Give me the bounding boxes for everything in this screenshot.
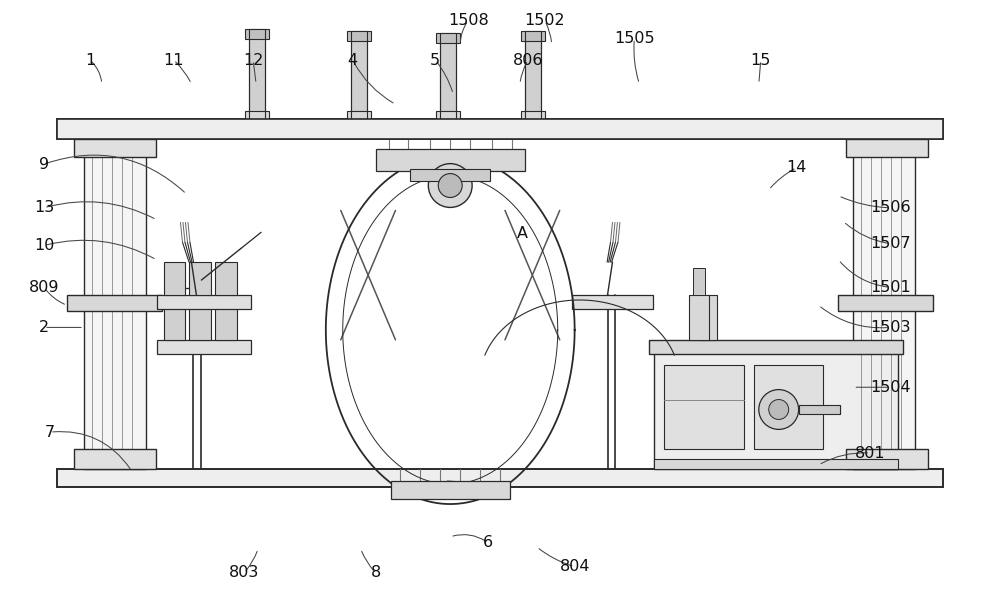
- Bar: [799, 404, 840, 415]
- Text: 1501: 1501: [870, 280, 911, 295]
- Circle shape: [428, 163, 472, 207]
- Text: 14: 14: [786, 160, 807, 175]
- Bar: [410, 169, 490, 180]
- Text: 13: 13: [34, 200, 54, 215]
- Bar: [67, 295, 162, 311]
- Text: 4: 4: [348, 52, 358, 67]
- Bar: [440, 33, 456, 119]
- Text: 8: 8: [370, 565, 381, 580]
- Text: 7: 7: [45, 425, 55, 439]
- Bar: [436, 111, 460, 119]
- Bar: [689, 295, 709, 340]
- Text: A: A: [516, 226, 527, 241]
- Bar: [245, 111, 269, 119]
- Bar: [572, 295, 653, 309]
- Text: 1507: 1507: [870, 236, 911, 251]
- Bar: [249, 29, 265, 119]
- Text: 6: 6: [483, 535, 493, 551]
- Bar: [347, 31, 371, 41]
- Text: 1504: 1504: [870, 380, 911, 395]
- Bar: [157, 295, 251, 309]
- Bar: [838, 295, 933, 311]
- Text: 1503: 1503: [870, 320, 910, 335]
- Bar: [654, 350, 898, 469]
- Bar: [693, 268, 705, 295]
- Text: 1: 1: [85, 52, 95, 67]
- Text: 1508: 1508: [448, 13, 489, 28]
- Text: 9: 9: [39, 157, 49, 172]
- Bar: [57, 119, 943, 139]
- Bar: [391, 481, 510, 499]
- Bar: [164, 306, 185, 340]
- Bar: [245, 29, 269, 39]
- Bar: [164, 262, 185, 295]
- Circle shape: [769, 400, 789, 419]
- Bar: [649, 340, 903, 354]
- Bar: [521, 31, 545, 41]
- Bar: [754, 365, 823, 450]
- Text: 804: 804: [559, 559, 590, 574]
- Bar: [74, 450, 156, 469]
- Circle shape: [438, 174, 462, 198]
- Circle shape: [759, 389, 799, 429]
- Bar: [347, 111, 371, 119]
- Bar: [436, 33, 460, 43]
- Bar: [521, 111, 545, 119]
- Bar: [376, 148, 525, 171]
- Text: 2: 2: [39, 320, 49, 335]
- Bar: [189, 262, 211, 295]
- Text: 10: 10: [34, 238, 54, 253]
- Text: 12: 12: [243, 52, 263, 67]
- Text: 1505: 1505: [614, 31, 655, 46]
- Bar: [525, 31, 541, 119]
- Text: 11: 11: [163, 52, 184, 67]
- Bar: [57, 469, 943, 487]
- Bar: [215, 306, 237, 340]
- Bar: [853, 139, 915, 469]
- Bar: [74, 139, 156, 157]
- Text: 801: 801: [855, 445, 886, 460]
- Bar: [84, 139, 146, 469]
- Bar: [846, 139, 928, 157]
- Text: 1502: 1502: [524, 13, 565, 28]
- Text: 1506: 1506: [870, 200, 911, 215]
- Text: 15: 15: [751, 52, 771, 67]
- Bar: [351, 31, 367, 119]
- Bar: [664, 365, 744, 450]
- Text: 809: 809: [29, 280, 59, 295]
- Bar: [157, 340, 251, 354]
- Bar: [654, 459, 898, 469]
- Text: 5: 5: [430, 52, 440, 67]
- Text: 803: 803: [229, 565, 259, 580]
- Bar: [215, 262, 237, 295]
- Bar: [699, 295, 717, 340]
- Bar: [846, 450, 928, 469]
- Bar: [189, 306, 211, 340]
- Text: 806: 806: [513, 52, 543, 67]
